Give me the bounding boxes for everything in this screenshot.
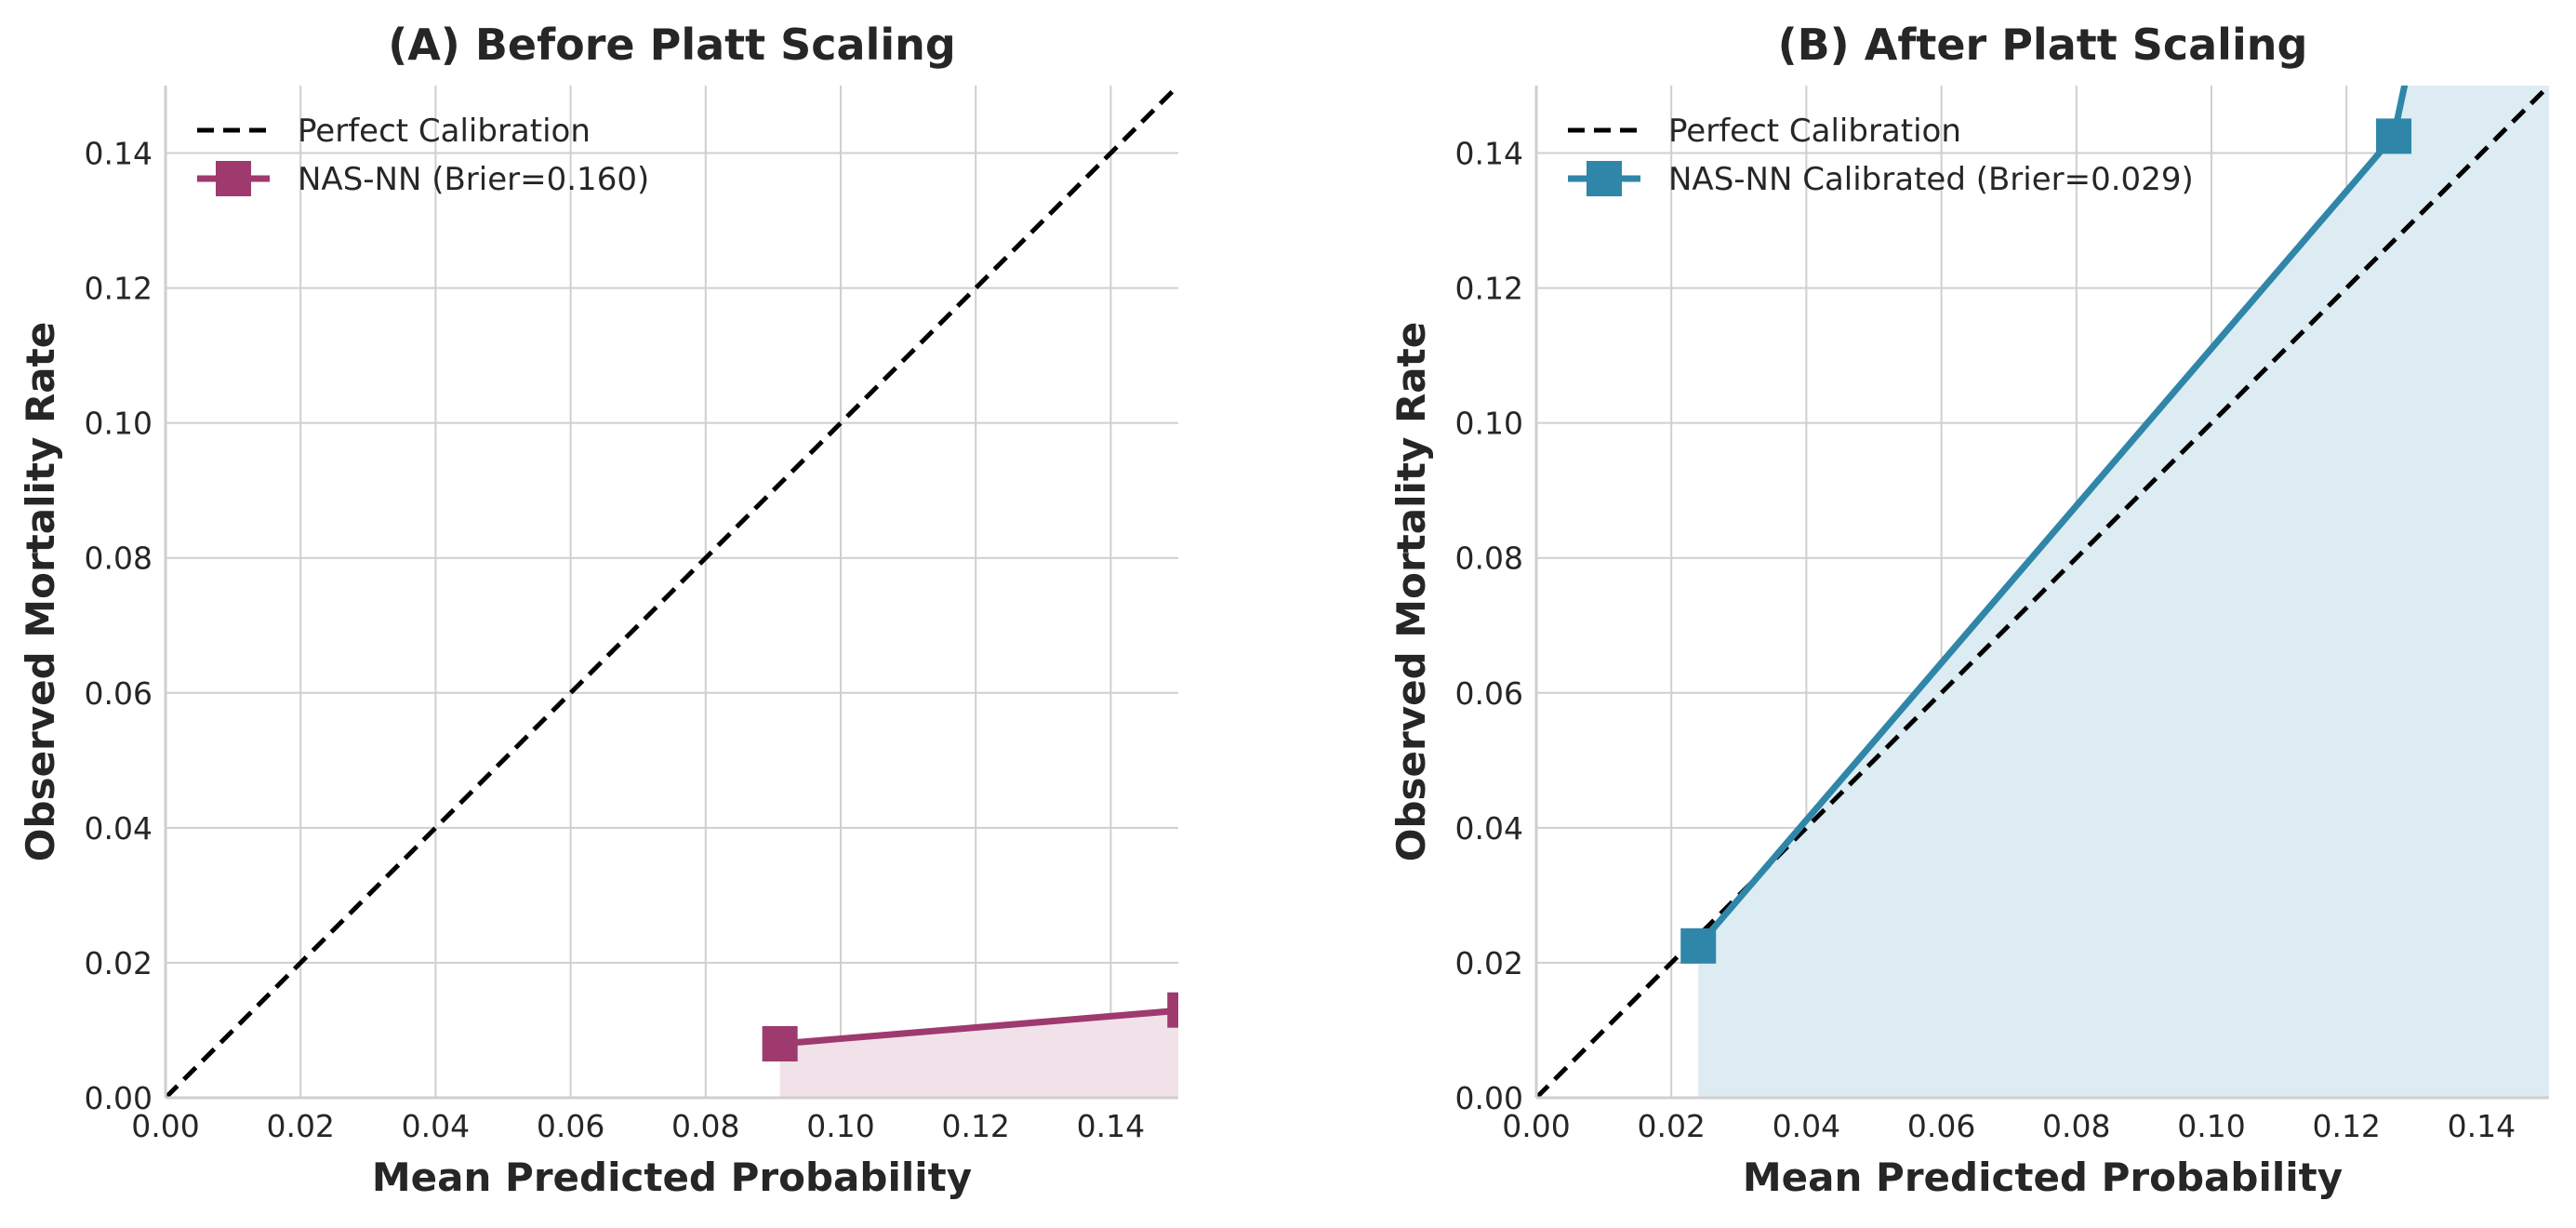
- panel-b-xtick-5: 0.10: [2177, 1108, 2245, 1144]
- panel-b-point-0-1: [2376, 118, 2412, 154]
- panel-b-xtick-3: 0.06: [1907, 1108, 1975, 1144]
- panel-a-ytick-4: 0.08: [85, 541, 153, 577]
- panel-b-legend-label-0: NAS-NN Calibrated (Brier=0.029): [1668, 161, 2194, 198]
- panel-b-series-fill-0: [1698, 86, 2549, 1098]
- panel-b-point-0-0: [1680, 928, 1717, 964]
- panel-b-y-label: Observed Mortality Rate: [1388, 322, 1434, 861]
- panel-a-xtick-2: 0.04: [402, 1108, 470, 1144]
- panel-a-plot-area: [166, 86, 1178, 1098]
- panel-a-legend-label-0: NAS-NN (Brier=0.160): [298, 161, 649, 198]
- panel-a: 0.00 0.02 0.04 0.06 0.08 0.10 0.12 0.14 0.00 0.02…: [18, 20, 1178, 1200]
- panel-b-ytick-7: 0.14: [1455, 136, 1523, 172]
- panel-a-ytick-3: 0.06: [85, 675, 153, 712]
- panel-a-legend-label-reference: Perfect Calibration: [298, 113, 591, 150]
- panel-b-xtick-0: 0.00: [1502, 1108, 1570, 1144]
- panel-a-ytick-6: 0.12: [85, 271, 153, 307]
- panel-a-xtick-1: 0.02: [266, 1108, 334, 1144]
- panel-a-series-line-0: [779, 1007, 1178, 1048]
- panel-b-xtick-7: 0.14: [2448, 1108, 2516, 1144]
- panel-a-ytick-2: 0.04: [85, 810, 153, 847]
- panel-a-legend-swatch-marker-0: [216, 161, 251, 196]
- panel-a-perfect-calibration-line: [166, 86, 1178, 1098]
- panel-a-xtick-6: 0.12: [941, 1108, 1009, 1144]
- panel-a-ytick-7: 0.14: [85, 136, 153, 172]
- panel-b-plot-area: [1536, 86, 2549, 1098]
- panel-a-ytick-0: 0.00: [85, 1080, 153, 1116]
- panel-b-legend-label-reference: Perfect Calibration: [1668, 113, 1961, 150]
- panel-b-legend: Perfect Calibration NAS-NN Calibrated (Br…: [1568, 113, 2194, 198]
- panel-a-y-label: Observed Mortality Rate: [18, 322, 63, 861]
- panel-a-ytick-5: 0.10: [85, 406, 153, 442]
- panel-b-ytick-0: 0.00: [1455, 1080, 1523, 1116]
- panel-b-title: (B) After Platt Scaling: [1778, 20, 2308, 70]
- panel-b-xtick-6: 0.12: [2312, 1108, 2380, 1144]
- panel-b-ytick-1: 0.02: [1455, 945, 1523, 981]
- panel-b-legend-swatch-marker-0: [1587, 161, 1622, 196]
- panel-a-xtick-3: 0.06: [537, 1108, 604, 1144]
- panel-a-xtick-7: 0.14: [1077, 1108, 1145, 1144]
- panel-a-xtick-4: 0.08: [671, 1108, 739, 1144]
- panel-b: 0.00 0.02 0.04 0.06 0.08 0.10 0.12 0.14 0.00 0.02…: [1388, 20, 2549, 1200]
- panel-b-x-label: Mean Predicted Probability: [1743, 1155, 2343, 1200]
- panel-b-ytick-5: 0.10: [1455, 406, 1523, 442]
- panel-b-xtick-1: 0.02: [1637, 1108, 1705, 1144]
- panel-a-x-label: Mean Predicted Probability: [372, 1155, 972, 1200]
- panel-b-ytick-6: 0.12: [1455, 271, 1523, 307]
- panel-b-ytick-3: 0.06: [1455, 675, 1523, 712]
- panel-b-ytick-4: 0.08: [1455, 541, 1523, 577]
- panel-a-legend: Perfect Calibration NAS-NN (Brier=0.160): [197, 113, 649, 198]
- panel-b-ytick-2: 0.04: [1455, 810, 1523, 847]
- panel-a-series-fill-0: [779, 1010, 1178, 1098]
- panel-a-xtick-0: 0.00: [131, 1108, 199, 1144]
- panel-b-xtick-4: 0.08: [2042, 1108, 2110, 1144]
- panel-a-xtick-5: 0.10: [806, 1108, 874, 1144]
- panel-a-ytick-1: 0.02: [85, 945, 153, 981]
- panel-a-title: (A) Before Platt Scaling: [388, 20, 956, 70]
- panel-b-xtick-2: 0.04: [1773, 1108, 1840, 1144]
- panel-a-point-0-1: [1167, 992, 1178, 1028]
- panel-a-point-0-0: [762, 1025, 798, 1061]
